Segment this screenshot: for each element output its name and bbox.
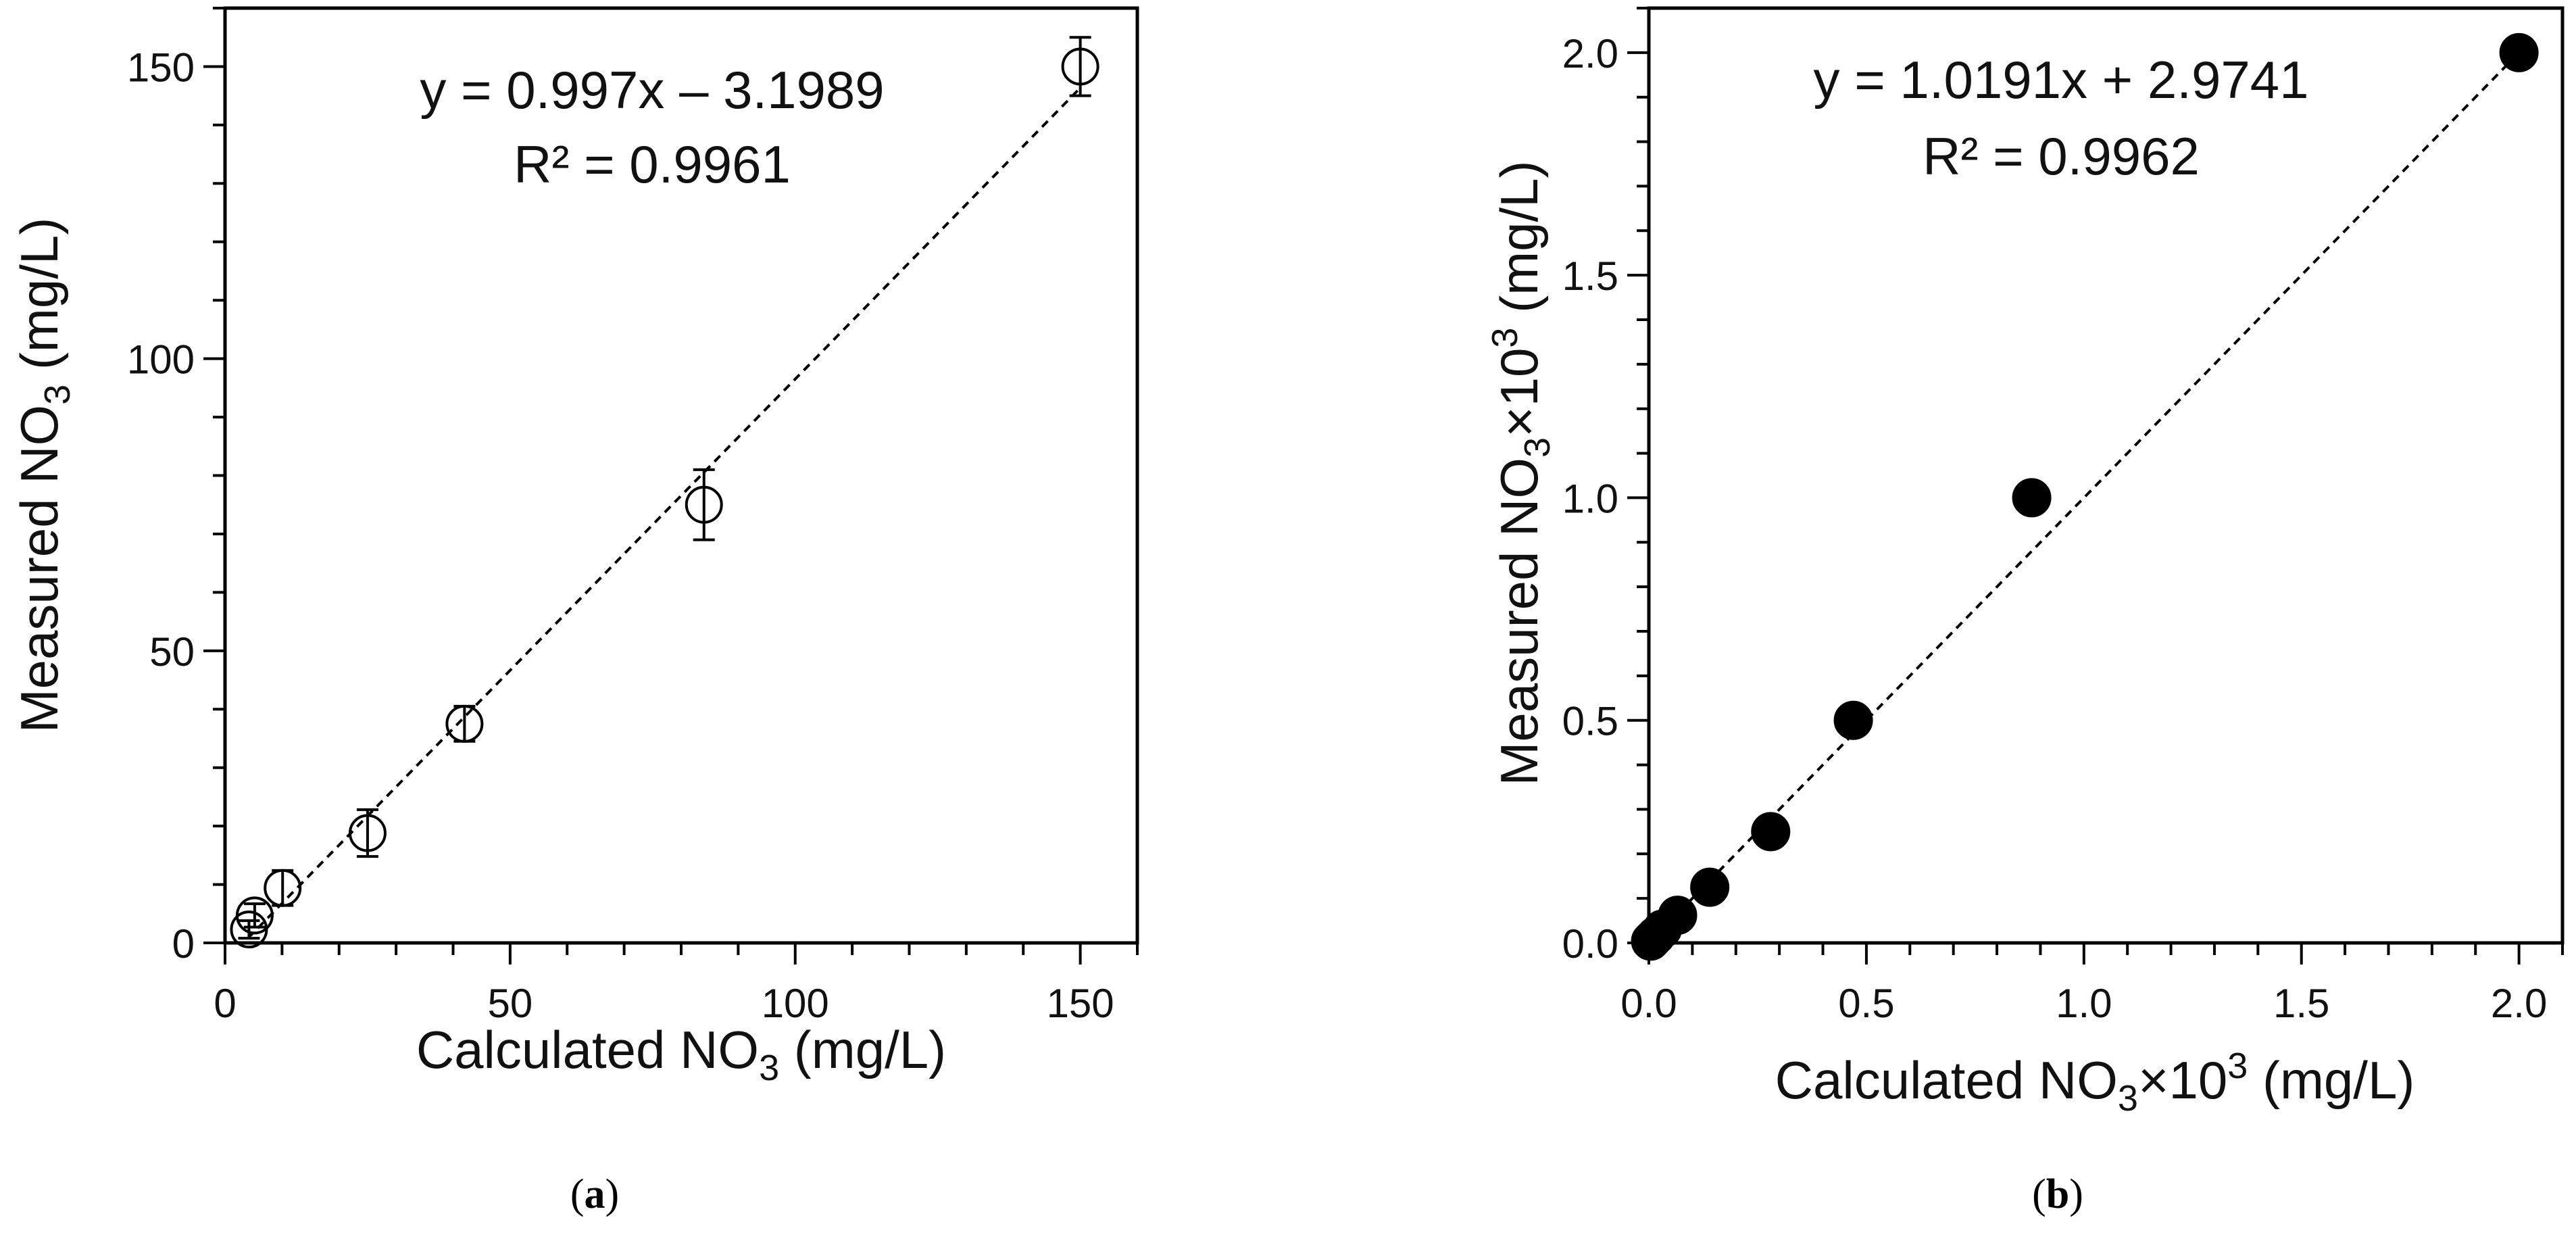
panel-a-tick-labels: 0 50 100 150 0 50 100 150 (127, 45, 1114, 1026)
panel-a-data-point (348, 814, 387, 852)
panel-a-data-point (235, 896, 274, 935)
panel-b-xlabel-post2: (mg/L) (2248, 1050, 2414, 1110)
panel-b-y-tick-label: 0.0 (1562, 921, 1618, 967)
panel-b-data-point (1833, 700, 1873, 740)
panel-a-xlabel-sub: 3 (759, 1048, 779, 1088)
panel-a-r2: R² = 0.9961 (514, 135, 791, 194)
panel-b-data-point (1751, 812, 1791, 852)
panel-b-x-tick-label: 2.0 (2491, 981, 2547, 1026)
panel-b-xlabel-post: ×10 (2138, 1050, 2227, 1110)
panel-b-y-tick-label: 1.0 (1562, 476, 1618, 521)
panel-b-ylabel-pre: Measured NO (1489, 458, 1549, 786)
panel-a-x-tick-label: 150 (1047, 981, 1114, 1026)
panel-b-data-point (2012, 478, 2052, 518)
panel-a-x-tick-label: 50 (488, 981, 533, 1026)
panel-b-x-tick-label: 0.5 (1838, 981, 1894, 1026)
panel-b-trendline-group (1648, 51, 2521, 944)
panel-a-xlabel-post: (mg/L) (779, 1020, 946, 1079)
panel-b-tick-labels: 0.0 0.5 1.0 1.5 2.0 0.0 0.5 1.0 1.5 2.0 (1562, 31, 2548, 1026)
panel-b-data-point (1658, 896, 1698, 935)
panel-a-data-point (1061, 47, 1099, 86)
panel-b-xlabel-sub: 3 (2118, 1078, 2138, 1119)
panel-a-y-tick-label: 50 (149, 629, 195, 675)
panel-b-r2: R² = 0.9962 (1923, 126, 2200, 186)
panel-b-equation: y = 1.0191x + 2.9741 (1814, 50, 2309, 109)
panel-a-ylabel-post: (mg/L) (9, 218, 69, 385)
panel-a-ylabel-sub: 3 (37, 385, 78, 405)
panel-b-ylabel-post2: (mg/L) (1489, 161, 1549, 328)
panel-a: 0 50 100 150 0 50 100 150 y = 0.997x – 3.1989 R… (9, 6, 1139, 1217)
panel-b-label: (b) (2032, 1171, 2083, 1217)
panel-b-ticks (1627, 7, 2564, 965)
panel-a-y-axis-title: Measured NO3 (mg/L) (9, 218, 78, 733)
panel-a-x-tick-label: 0 (214, 981, 236, 1026)
panel-b-x-axis-title: Calculated NO3×103 (mg/L) (1775, 1046, 2415, 1119)
panel-a-data-point (685, 485, 723, 524)
panel-a-ylabel-pre: Measured NO (9, 405, 69, 733)
panel-b-ylabel-sup: 3 (1485, 328, 1525, 348)
panel-a-y-tick-label: 150 (127, 45, 195, 90)
panel-a-points (230, 36, 1099, 949)
panel-b-xlabel-sup: 3 (2227, 1046, 2248, 1086)
panel-a-y-tick-label: 0 (172, 921, 195, 967)
panel-b-x-tick-label: 1.5 (2273, 981, 2329, 1026)
panel-a-data-point (264, 869, 302, 907)
panel-a-ticks (203, 7, 1139, 965)
panel-b-y-tick-label: 0.5 (1562, 699, 1618, 744)
panel-a-equation: y = 0.997x – 3.1989 (420, 60, 884, 120)
panel-b-trendline (1648, 51, 2521, 944)
panel-a-y-tick-label: 100 (127, 337, 195, 383)
panel-b-ylabel-sub: 3 (1517, 437, 1558, 458)
panel-b-data-point (2499, 32, 2539, 72)
panel-a-x-axis-title: Calculated NO3 (mg/L) (416, 1020, 946, 1088)
panel-b: 0.0 0.5 1.0 1.5 2.0 0.0 0.5 1.0 1.5 2.0 y = 1.019… (1485, 6, 2565, 1217)
panel-b-y-axis-title: Measured NO3×103 (mg/L) (1485, 161, 1558, 786)
panel-a-label: (a) (570, 1171, 619, 1217)
panel-b-y-tick-label: 2.0 (1562, 31, 1618, 76)
panel-b-y-tick-label: 1.5 (1562, 253, 1618, 299)
panel-b-plot-frame (1647, 6, 2565, 945)
panel-b-data-point (1690, 867, 1730, 907)
panel-b-points (1631, 32, 2539, 961)
panel-a-x-tick-label: 100 (762, 981, 829, 1026)
panel-b-ylabel-post: ×10 (1489, 348, 1549, 437)
panel-a-data-point (445, 704, 484, 743)
panel-b-x-tick-label: 1.0 (2056, 981, 2112, 1026)
panel-a-xlabel-pre: Calculated NO (416, 1020, 759, 1079)
panel-b-x-tick-label: 0.0 (1620, 981, 1677, 1026)
panel-b-xlabel-pre: Calculated NO (1775, 1050, 2118, 1110)
